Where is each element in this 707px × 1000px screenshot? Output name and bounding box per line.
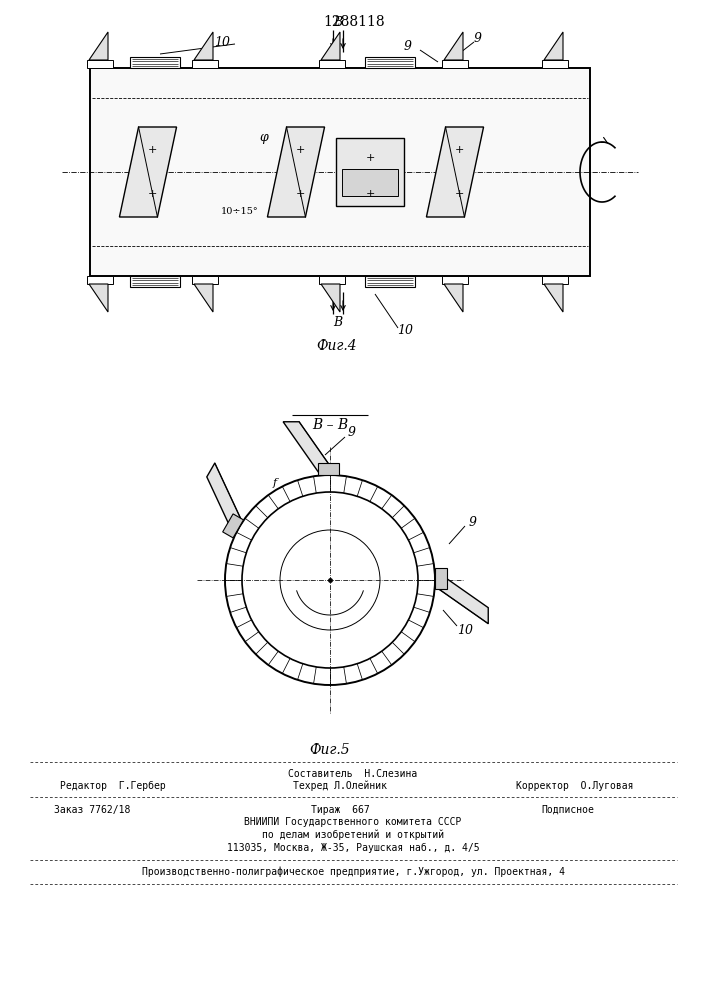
Polygon shape xyxy=(321,284,340,312)
Text: 9: 9 xyxy=(474,31,482,44)
Text: 10÷15°: 10÷15° xyxy=(221,208,259,217)
Polygon shape xyxy=(426,127,484,217)
Text: Заказ 7762/18: Заказ 7762/18 xyxy=(54,805,130,815)
Text: Техред Л.Олейник: Техред Л.Олейник xyxy=(293,781,387,791)
Bar xyxy=(365,57,415,68)
Text: +: + xyxy=(147,145,157,155)
Circle shape xyxy=(225,475,435,685)
Polygon shape xyxy=(544,284,563,312)
Polygon shape xyxy=(223,514,243,538)
Polygon shape xyxy=(544,32,563,60)
Text: +: + xyxy=(147,189,157,199)
Text: 10: 10 xyxy=(214,35,230,48)
Polygon shape xyxy=(444,32,463,60)
Text: 1288118: 1288118 xyxy=(323,15,385,29)
Text: Тираж  667: Тираж 667 xyxy=(310,805,369,815)
Bar xyxy=(542,276,568,284)
Polygon shape xyxy=(444,284,463,312)
Text: Фиг.5: Фиг.5 xyxy=(310,743,350,757)
Polygon shape xyxy=(194,284,213,312)
Bar xyxy=(319,60,345,68)
Polygon shape xyxy=(194,32,213,60)
Bar xyxy=(336,138,404,206)
Circle shape xyxy=(242,492,418,668)
Polygon shape xyxy=(283,422,337,475)
Bar xyxy=(90,68,590,276)
Text: +: + xyxy=(296,145,305,155)
Text: по делам изобретений и открытий: по делам изобретений и открытий xyxy=(262,830,444,840)
Polygon shape xyxy=(435,568,447,589)
Bar xyxy=(542,60,568,68)
Text: B: B xyxy=(334,316,343,328)
Bar xyxy=(87,60,113,68)
Text: Корректор  О.Луговая: Корректор О.Луговая xyxy=(516,781,633,791)
Text: 10: 10 xyxy=(457,624,473,637)
Bar xyxy=(442,276,468,284)
Bar xyxy=(192,276,218,284)
Bar xyxy=(442,60,468,68)
Polygon shape xyxy=(318,463,339,475)
Text: 113035, Москва, Ж-35, Раушская наб., д. 4/5: 113035, Москва, Ж-35, Раушская наб., д. … xyxy=(227,843,479,853)
Text: 10: 10 xyxy=(397,324,413,338)
Text: +: + xyxy=(455,145,464,155)
Text: φ: φ xyxy=(259,131,269,144)
Text: Подписное: Подписное xyxy=(542,805,595,815)
Bar xyxy=(87,276,113,284)
Text: В – В: В – В xyxy=(312,418,348,432)
Bar xyxy=(365,276,415,287)
Bar xyxy=(319,276,345,284)
Text: Фиг.4: Фиг.4 xyxy=(317,339,357,353)
Polygon shape xyxy=(321,32,340,60)
Polygon shape xyxy=(435,570,489,624)
Bar xyxy=(342,169,398,196)
Circle shape xyxy=(280,530,380,630)
Text: 9: 9 xyxy=(469,516,477,528)
Text: +: + xyxy=(296,189,305,199)
Text: Составитель  Н.Слезина: Составитель Н.Слезина xyxy=(288,769,418,779)
Text: ВНИИПИ Государственного комитета СССР: ВНИИПИ Государственного комитета СССР xyxy=(245,817,462,827)
Polygon shape xyxy=(89,284,108,312)
Text: 9: 9 xyxy=(404,39,412,52)
Polygon shape xyxy=(267,127,325,217)
Bar xyxy=(192,60,218,68)
Text: +: + xyxy=(366,153,375,163)
Polygon shape xyxy=(206,463,243,536)
Polygon shape xyxy=(119,127,177,217)
Text: Производственно-полиграфическое предприятие, г.Ужгород, ул. Проектная, 4: Производственно-полиграфическое предприя… xyxy=(141,867,564,877)
Text: +: + xyxy=(366,189,375,199)
Text: 9: 9 xyxy=(348,426,356,440)
Bar xyxy=(130,276,180,287)
Bar xyxy=(130,57,180,68)
Text: +: + xyxy=(455,189,464,199)
Text: f: f xyxy=(273,478,277,488)
Text: B: B xyxy=(334,15,343,28)
Text: Редактор  Г.Гербер: Редактор Г.Гербер xyxy=(60,781,166,791)
Polygon shape xyxy=(89,32,108,60)
